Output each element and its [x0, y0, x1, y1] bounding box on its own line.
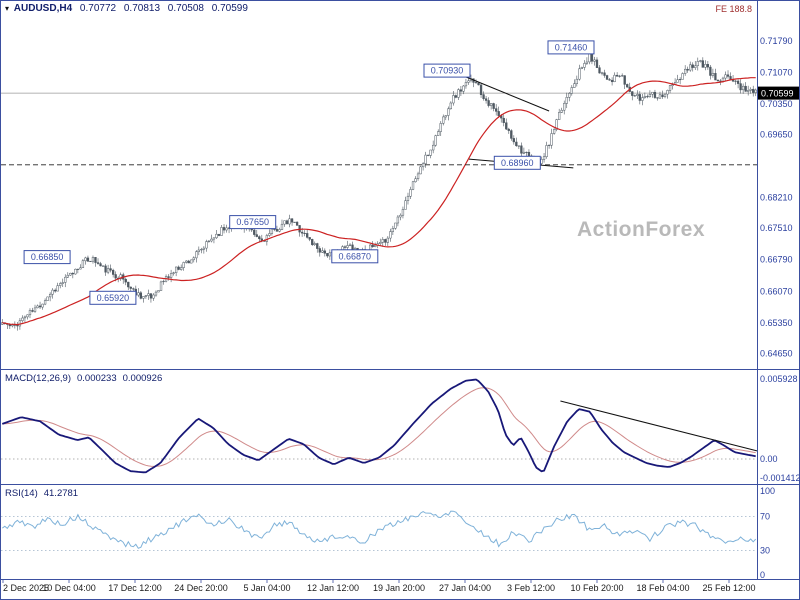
svg-text:0.71460: 0.71460 [555, 42, 588, 52]
current-price-tag [757, 86, 799, 100]
trendline[interactable] [455, 72, 550, 112]
watermark: ActionForex [577, 218, 706, 241]
macd-value-2: 0.000926 [122, 373, 163, 384]
x-axis-label: 24 Dec 20:00 [174, 583, 228, 593]
chart-header: ▾ AUDUSD,H4 0.70772 0.70813 0.70508 0.70… [5, 3, 248, 14]
close-value: 0.70599 [211, 3, 248, 14]
price-annotation[interactable]: 0.68960 [493, 155, 541, 170]
y-axis-label: -0.001412 [760, 473, 800, 483]
symbol-label: AUDUSD,H4 [13, 3, 73, 14]
price-annotation[interactable]: 0.71460 [547, 40, 595, 55]
candlesticks [1, 48, 757, 331]
price-annotation[interactable]: 0.66870 [331, 249, 379, 264]
corner-annotation: FE 188.8 [715, 4, 752, 14]
y-axis-label: 0.69650 [760, 130, 793, 140]
svg-text:0.67650: 0.67650 [236, 217, 269, 227]
y-axis-label: 0.66790 [760, 255, 793, 265]
current-price-tag-label: 0.70599 [761, 89, 794, 99]
y-axis-label: 0.00 [760, 454, 778, 464]
macd-indicator-name: MACD(12,26,9) [5, 373, 71, 384]
x-axis-label: 18 Feb 04:00 [636, 583, 689, 593]
rsi-line [2, 510, 757, 549]
x-axis-label: 10 Dec 04:00 [42, 583, 96, 593]
price-annotation[interactable]: 0.70930 [423, 63, 471, 78]
x-axis-label: 5 Jan 04:00 [243, 583, 290, 593]
macd-line [1, 378, 756, 474]
y-axis-label: 0.67510 [760, 223, 793, 233]
svg-text:0.66850: 0.66850 [31, 252, 64, 262]
symbol-marker-icon: ▾ [5, 4, 10, 13]
x-axis-label: 27 Jan 04:00 [439, 583, 491, 593]
y-axis-label: 0 [760, 570, 765, 580]
x-axis-label: 3 Feb 12:00 [507, 583, 555, 593]
x-axis-label: 25 Feb 12:00 [702, 583, 755, 593]
y-axis-label: 0.70350 [760, 99, 793, 109]
high-value: 0.70813 [123, 3, 161, 14]
y-axis-label: 100 [760, 486, 775, 496]
svg-text:0.65920: 0.65920 [97, 293, 130, 303]
y-axis-label: 0.005928 [760, 374, 798, 384]
y-axis-label: 0.66070 [760, 286, 793, 296]
y-axis-label: 70 [760, 512, 770, 522]
open-value: 0.70772 [79, 3, 117, 14]
price-annotation[interactable]: 0.66850 [23, 250, 71, 265]
x-axis-label: 17 Dec 12:00 [108, 583, 162, 593]
macd-trendline[interactable] [560, 400, 758, 452]
y-axis-label: 0.68210 [760, 193, 793, 203]
x-axis-label: 10 Feb 20:00 [570, 583, 623, 593]
rsi-value: 41.2781 [43, 488, 79, 499]
svg-text:0.66870: 0.66870 [339, 251, 372, 261]
svg-text:0.70930: 0.70930 [431, 66, 464, 76]
macd-label: MACD(12,26,9) 0.000233 0.000926 [5, 373, 162, 384]
y-axis-label: 0.65350 [760, 318, 793, 328]
low-value: 0.70508 [167, 3, 204, 14]
y-axis-label: 0.64650 [760, 348, 793, 358]
rsi-indicator-name: RSI(14) [5, 488, 38, 499]
x-axis-label: 19 Jan 20:00 [373, 583, 425, 593]
macd-value-1: 0.000233 [77, 373, 117, 384]
price-annotation[interactable]: 0.65920 [89, 290, 137, 305]
y-axis-label: 30 [760, 546, 770, 556]
moving-average-line [2, 77, 756, 326]
x-axis-label: 2 Dec 2025 [3, 583, 49, 593]
rsi-label: RSI(14) 41.2781 [5, 488, 78, 499]
svg-text:0.68960: 0.68960 [501, 158, 534, 168]
x-axis-label: 12 Jan 12:00 [307, 583, 359, 593]
y-axis-label: 0.71070 [760, 68, 793, 78]
y-axis-label: 0.71790 [760, 36, 793, 46]
price-annotation[interactable]: 0.67650 [229, 215, 277, 230]
macd-signal-line [2, 387, 756, 467]
